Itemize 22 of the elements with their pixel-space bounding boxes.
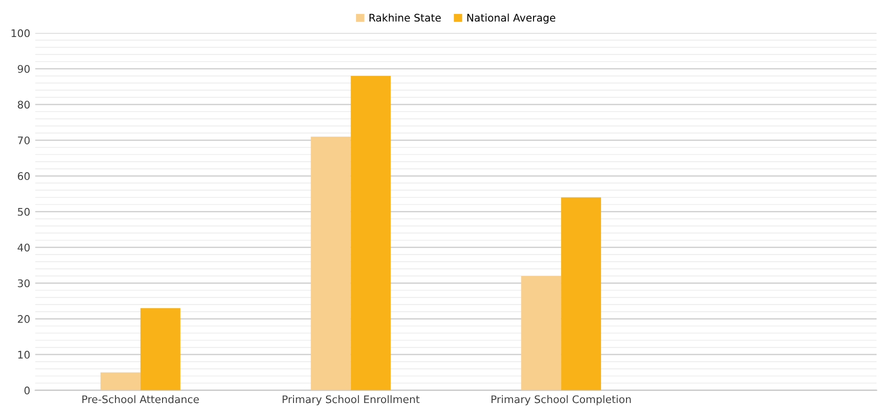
y-tick-label: 50 — [18, 208, 30, 216]
y-tick-label: 70 — [18, 136, 30, 144]
x-tick-label: Pre-School Attendance — [82, 395, 199, 404]
bar — [310, 136, 351, 390]
bar — [100, 372, 140, 390]
x-tick-label: Primary School Enrollment — [282, 395, 420, 406]
y-tick-label: 10 — [18, 350, 30, 359]
y-tick-label: 60 — [18, 172, 30, 180]
x-tick-label: Primary School Completion — [492, 395, 631, 406]
y-tick-label: 30 — [18, 279, 30, 288]
y-tick-label: 20 — [18, 315, 30, 323]
bar — [140, 308, 180, 390]
y-tick-label: 90 — [18, 64, 30, 73]
legend-label: National Average — [467, 14, 556, 24]
y-tick-label: 80 — [18, 100, 30, 109]
bar — [521, 276, 562, 390]
legend-label: Rakhine State — [370, 14, 441, 22]
y-tick-label: 0 — [24, 386, 30, 394]
bar — [561, 197, 602, 390]
y-tick-label: 100 — [12, 29, 30, 38]
y-tick-label: 40 — [18, 244, 30, 252]
bar — [350, 76, 391, 390]
